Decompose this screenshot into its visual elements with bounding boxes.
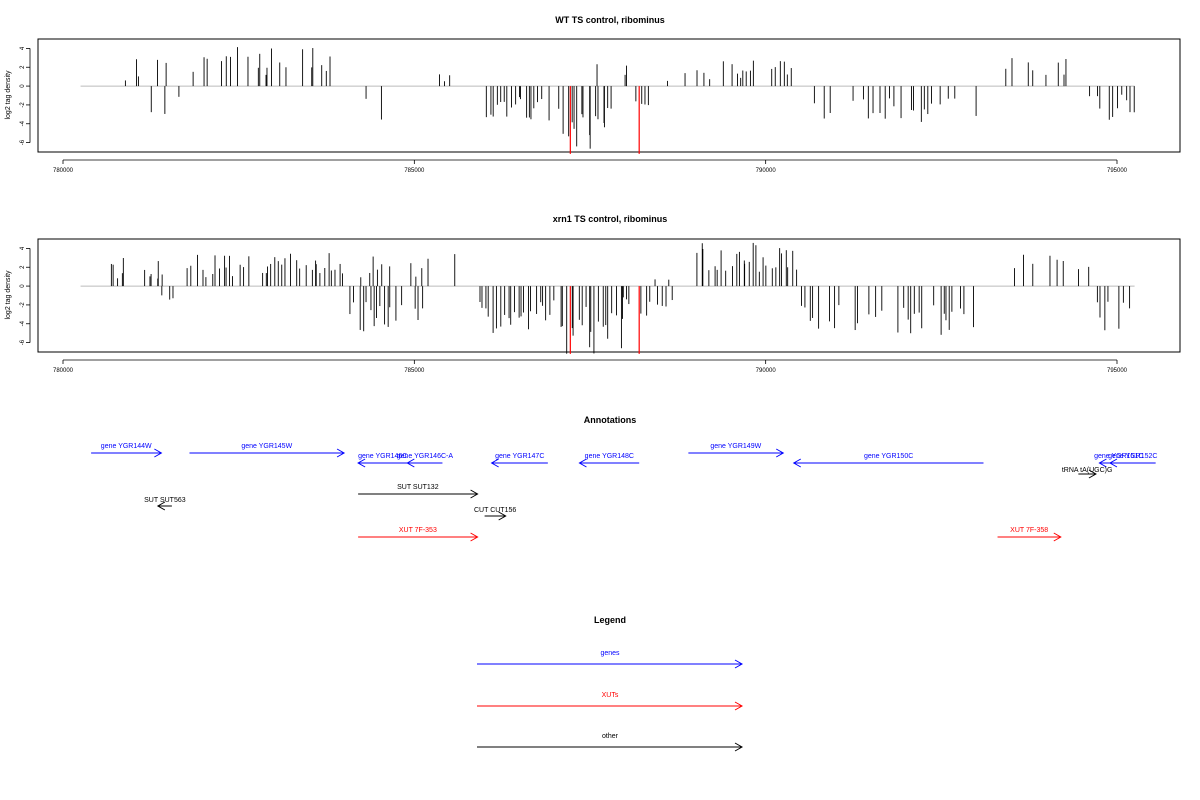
- y-tick-label: 4: [20, 46, 26, 50]
- xrn1-plot-frame: [37, 238, 1181, 353]
- arrow-head: [1088, 469, 1097, 479]
- wt-plot-frame: [37, 38, 1181, 153]
- xut-feature-arrow: [997, 532, 1062, 542]
- other-feature-arrow: [156, 501, 172, 511]
- arrow-head: [1108, 458, 1118, 468]
- wt-y-axis: 4 2 0 -2 -4 -6: [20, 46, 31, 145]
- other-feature-arrow: [358, 489, 479, 499]
- xut-feature-arrow: [358, 532, 479, 542]
- y-tick-label: 2: [20, 65, 26, 69]
- x-tick-label: 785000: [404, 168, 425, 174]
- arrow-head: [156, 501, 166, 511]
- wt-density-bars: [80, 47, 1135, 154]
- arrow-head: [578, 458, 587, 468]
- other-feature-label: CUT CUT156: [474, 507, 516, 514]
- gene-feature-label: gene YGR146C: [358, 453, 407, 460]
- legend-panel: Legend genes XUTs other: [477, 615, 744, 752]
- gene-feature-label: gene YGR144W: [101, 443, 152, 450]
- arrow-head: [498, 511, 507, 521]
- arrow-head: [775, 448, 785, 458]
- x-tick-label: 795000: [1107, 168, 1128, 174]
- gene-feature-label: gene YGR145W: [241, 443, 292, 450]
- gene-feature-label: gene YGR152C: [1108, 453, 1157, 460]
- other-feature-arrow: [1078, 469, 1097, 479]
- y-tick-label: 0: [20, 84, 26, 88]
- legend-gene-label: genes: [600, 650, 620, 657]
- legend-other-label: other: [602, 733, 619, 740]
- arrow-head: [734, 742, 744, 752]
- other-feature-label: tRNA tA(UGC)G: [1062, 467, 1113, 474]
- arrow-head: [406, 458, 415, 468]
- arrow-head: [1098, 458, 1107, 468]
- xut-feature-label: XUT 7F-358: [1010, 527, 1048, 534]
- gene-feature-label: gene YGR151C: [1094, 453, 1143, 460]
- y-tick-label: -4: [20, 120, 26, 126]
- x-tick-label: 795000: [1107, 368, 1128, 374]
- arrow-head: [154, 448, 163, 458]
- legend-gene-arrow: [477, 659, 744, 669]
- gene-feature-label: gene YGR146C-A: [397, 453, 454, 460]
- arrow-head: [1053, 532, 1062, 542]
- arrow-head: [470, 532, 479, 542]
- legend-xut-label: XUTs: [602, 692, 619, 699]
- arrow-head: [490, 458, 499, 468]
- arrow-head: [336, 448, 346, 458]
- y-tick-label: 2: [20, 265, 26, 269]
- arrow-head: [734, 701, 744, 711]
- y-tick-label: -2: [20, 102, 26, 108]
- gene-feature-arrow: [578, 458, 640, 468]
- arrow-head: [357, 458, 366, 468]
- wt-x-axis: 780000 785000 790000 795000: [53, 159, 1128, 174]
- wt-track-panel: WT TS control, ribominus 4 2 0 -2 -4 -6 78000…: [5, 15, 1181, 174]
- xrn1-density-bars: [80, 242, 1135, 354]
- gene-feature-arrow: [189, 448, 346, 458]
- gene-feature-label: gene YGR150C: [864, 453, 913, 460]
- y-tick-label: -4: [20, 320, 26, 326]
- x-tick-label: 780000: [53, 368, 74, 374]
- other-feature-label: SUT SUT132: [397, 484, 439, 491]
- other-feature-label: SUT SUT563: [144, 497, 186, 504]
- xrn1-y-axis: 4 2 0 -2 -4 -6: [20, 246, 31, 345]
- gene-feature-label: gene YGR149W: [710, 443, 761, 450]
- arrow-head: [734, 659, 744, 669]
- y-tick-label: -2: [20, 302, 26, 308]
- wt-track-title: WT TS control, ribominus: [555, 15, 665, 25]
- gene-feature-arrow: [792, 458, 984, 468]
- arrow-head: [470, 489, 479, 499]
- gene-feature-arrow: [1108, 458, 1156, 468]
- xrn1-track-panel: xrn1 TS control, ribominus 4 2 0 -2 -4 -6 780…: [5, 214, 1181, 374]
- legend-other-arrow: [477, 742, 744, 752]
- x-tick-label: 790000: [756, 168, 777, 174]
- xrn1-x-axis: 780000 785000 790000 795000: [53, 359, 1128, 374]
- legend-items: genes XUTs other: [477, 650, 744, 752]
- gene-feature-arrow: [490, 458, 548, 468]
- y-tick-label: -6: [20, 339, 26, 345]
- legend-title: Legend: [594, 615, 626, 625]
- xrn1-y-axis-title: log2 tag density: [5, 270, 12, 320]
- y-tick-label: 4: [20, 246, 26, 250]
- legend-xut-arrow: [477, 701, 744, 711]
- wt-y-axis-title: log2 tag density: [5, 70, 12, 120]
- x-tick-label: 790000: [756, 368, 777, 374]
- gene-feature-arrow: [91, 448, 163, 458]
- x-tick-label: 780000: [53, 168, 74, 174]
- y-tick-label: -6: [20, 139, 26, 145]
- annotations-panel: Annotations gene YGR144W gene YGR145W gene…: [91, 415, 1157, 542]
- xrn1-track-title: xrn1 TS control, ribominus: [553, 214, 668, 224]
- annotations-title: Annotations: [584, 415, 637, 425]
- gene-feature-label: gene YGR148C: [585, 453, 634, 460]
- gene-feature-label: gene YGR147C: [495, 453, 544, 460]
- gene-feature-arrow: [406, 458, 443, 468]
- other-feature-arrow: [484, 511, 507, 521]
- xut-feature-label: XUT 7F-353: [399, 527, 437, 534]
- x-tick-label: 785000: [404, 368, 425, 374]
- gene-feature-arrow: [688, 448, 785, 458]
- y-tick-label: 0: [20, 284, 26, 288]
- arrow-head: [792, 458, 802, 468]
- gene-feature-arrow: [357, 458, 408, 468]
